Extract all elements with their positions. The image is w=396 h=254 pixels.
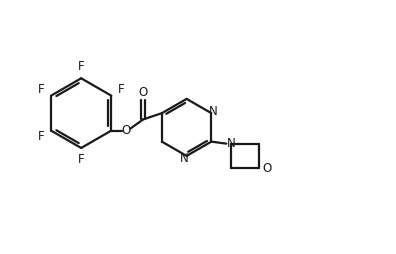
Text: F: F [78, 60, 84, 73]
Text: O: O [139, 86, 148, 99]
Text: F: F [37, 83, 44, 96]
Text: O: O [122, 124, 131, 137]
Text: F: F [37, 130, 44, 143]
Text: N: N [209, 105, 218, 118]
Text: N: N [227, 137, 236, 150]
Text: O: O [262, 162, 271, 175]
Text: N: N [180, 152, 188, 165]
Text: F: F [118, 83, 125, 96]
Text: F: F [78, 153, 84, 166]
